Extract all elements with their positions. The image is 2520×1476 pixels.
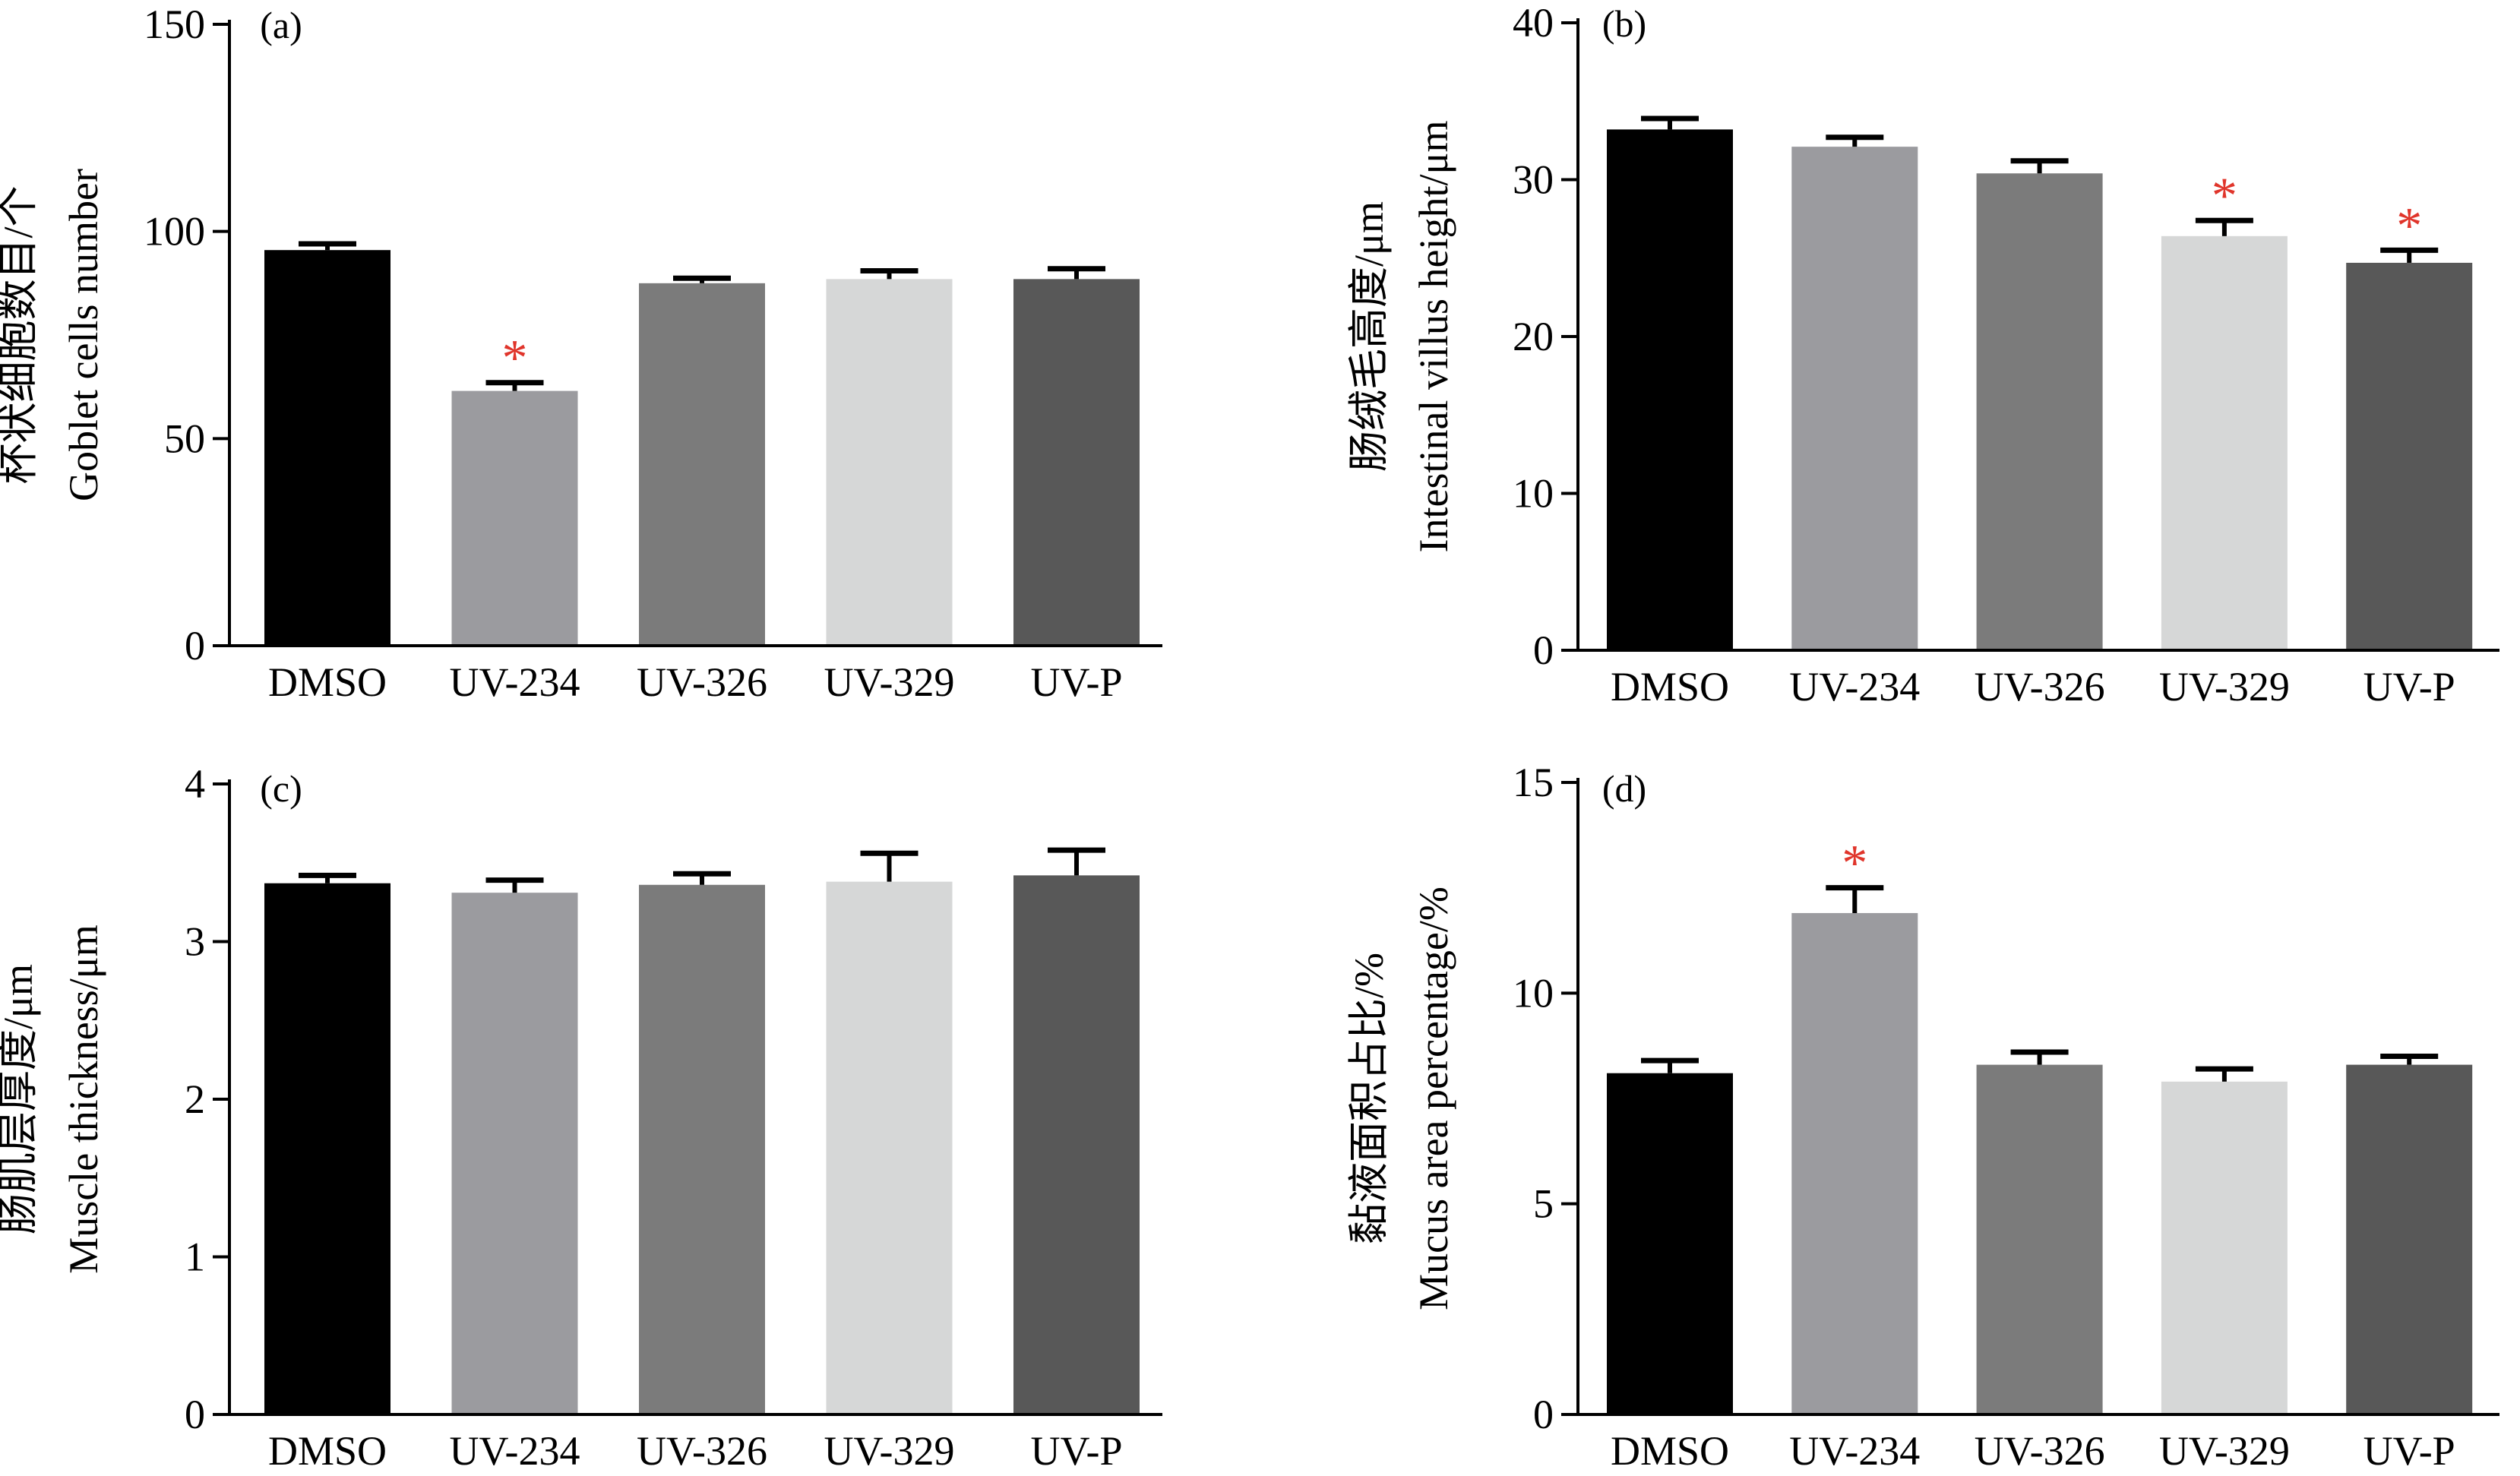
y-tick-label: 0 xyxy=(1533,627,1554,673)
x-tick-label: UV-234 xyxy=(1789,1428,1920,1474)
x-tick-label: DMSO xyxy=(268,659,387,705)
y-tick-label: 0 xyxy=(185,623,205,668)
y-tick-label: 15 xyxy=(1513,760,1554,805)
y-axis-label: Mucus area percentage/% xyxy=(1411,887,1456,1310)
bar-uv-234 xyxy=(1791,912,1918,1414)
chart-panel-2: * * 0 10 20 30 40 DMSO UV-234 UV-326 UV-329 UV-P (b)… xyxy=(1346,0,2499,710)
x-tick-label: UV-329 xyxy=(824,1428,954,1474)
y-tick-label: 4 xyxy=(185,761,205,807)
bar-uv-234 xyxy=(451,893,578,1414)
x-tick-label: UV-329 xyxy=(2159,664,2290,710)
significance-marker: * xyxy=(2396,196,2422,254)
y-tick-label: 40 xyxy=(1513,0,1554,46)
bar-uv-329 xyxy=(826,279,953,646)
y-axis-label: 肠绒毛高度/μm xyxy=(1346,201,1392,472)
panel-label: (d) xyxy=(1602,767,1646,810)
y-tick-label: 100 xyxy=(144,209,205,254)
x-tick-label: DMSO xyxy=(1611,664,1729,710)
x-tick-label: UV-326 xyxy=(1975,1428,2105,1474)
x-tick-label: DMSO xyxy=(1611,1428,1729,1474)
bar-uv-p xyxy=(1013,279,1140,646)
bar-dmso xyxy=(1607,1073,1733,1414)
bar-uv-p xyxy=(1013,875,1140,1414)
x-tick-label: UV-234 xyxy=(1789,664,1920,710)
y-axis-label: Muscle thickness/μm xyxy=(61,924,106,1273)
y-tick-label: 0 xyxy=(185,1392,205,1437)
y-tick-label: 20 xyxy=(1513,314,1554,359)
y-tick-label: 10 xyxy=(1513,970,1554,1016)
bar-uv-326 xyxy=(1976,173,2103,651)
y-axis-label: 杯状细胞数目/个 xyxy=(0,185,41,484)
x-tick-label: UV-234 xyxy=(449,1428,580,1474)
y-axis-label: 黏液面积占比/% xyxy=(1346,953,1392,1244)
x-tick-label: UV-326 xyxy=(1975,664,2105,710)
bar-uv-326 xyxy=(639,884,765,1414)
x-tick-label: UV-329 xyxy=(2159,1428,2290,1474)
y-tick-label: 150 xyxy=(144,2,205,47)
bar-uv-329 xyxy=(2161,1081,2288,1414)
y-tick-label: 10 xyxy=(1513,471,1554,517)
x-tick-label: UV-P xyxy=(1030,659,1122,705)
x-tick-label: UV-234 xyxy=(449,659,580,705)
x-tick-label: UV-P xyxy=(1030,1428,1122,1474)
bar-uv-p xyxy=(2346,262,2473,650)
bar-uv-234 xyxy=(451,390,578,646)
panel-label: (c) xyxy=(260,767,302,810)
y-axis-label: Goblet cells number xyxy=(61,169,106,501)
x-tick-label: UV-326 xyxy=(637,659,767,705)
y-tick-label: 30 xyxy=(1513,157,1554,203)
x-tick-label: UV-326 xyxy=(637,1428,767,1474)
chart-panel-4: * 0 5 10 15 DMSO UV-234 UV-326 UV-329 UV-P (d) 黏液面积… xyxy=(1346,760,2499,1474)
y-tick-label: 2 xyxy=(185,1076,205,1122)
significance-marker: * xyxy=(1842,834,1867,892)
x-tick-label: UV-P xyxy=(2363,1428,2455,1474)
bar-uv-329 xyxy=(2161,235,2288,651)
bar-dmso xyxy=(264,250,390,646)
bar-dmso xyxy=(1607,129,1733,651)
bar-uv-326 xyxy=(1976,1064,2103,1414)
chart-panel-3: 0 1 2 3 4 DMSO UV-234 UV-326 UV-329 UV-P (c) 肠肌层厚度/… xyxy=(0,761,1162,1474)
bar-uv-234 xyxy=(1791,147,1918,650)
bar-dmso xyxy=(264,883,390,1414)
x-tick-label: DMSO xyxy=(268,1428,387,1474)
y-tick-label: 5 xyxy=(1533,1181,1554,1227)
chart-panel-1: * 0 50 100 150 DMSO UV-234 UV-326 UV-329 UV-P (a) 杯… xyxy=(0,2,1162,705)
y-tick-label: 50 xyxy=(164,416,205,461)
y-axis-label: Intestinal villus height/μm xyxy=(1411,121,1456,553)
significance-marker: * xyxy=(502,329,528,387)
bar-uv-329 xyxy=(826,881,953,1414)
x-tick-label: UV-329 xyxy=(824,659,954,705)
bar-uv-326 xyxy=(639,283,765,646)
y-tick-label: 0 xyxy=(1533,1392,1554,1437)
y-tick-label: 3 xyxy=(185,919,205,965)
x-tick-label: UV-P xyxy=(2363,664,2455,710)
y-axis-label: 肠肌层厚度/μm xyxy=(0,964,41,1234)
y-tick-label: 1 xyxy=(185,1234,205,1280)
significance-marker: * xyxy=(2212,166,2237,224)
panel-label: (a) xyxy=(260,4,302,46)
bar-uv-p xyxy=(2346,1064,2473,1414)
panel-label: (b) xyxy=(1602,2,1646,45)
